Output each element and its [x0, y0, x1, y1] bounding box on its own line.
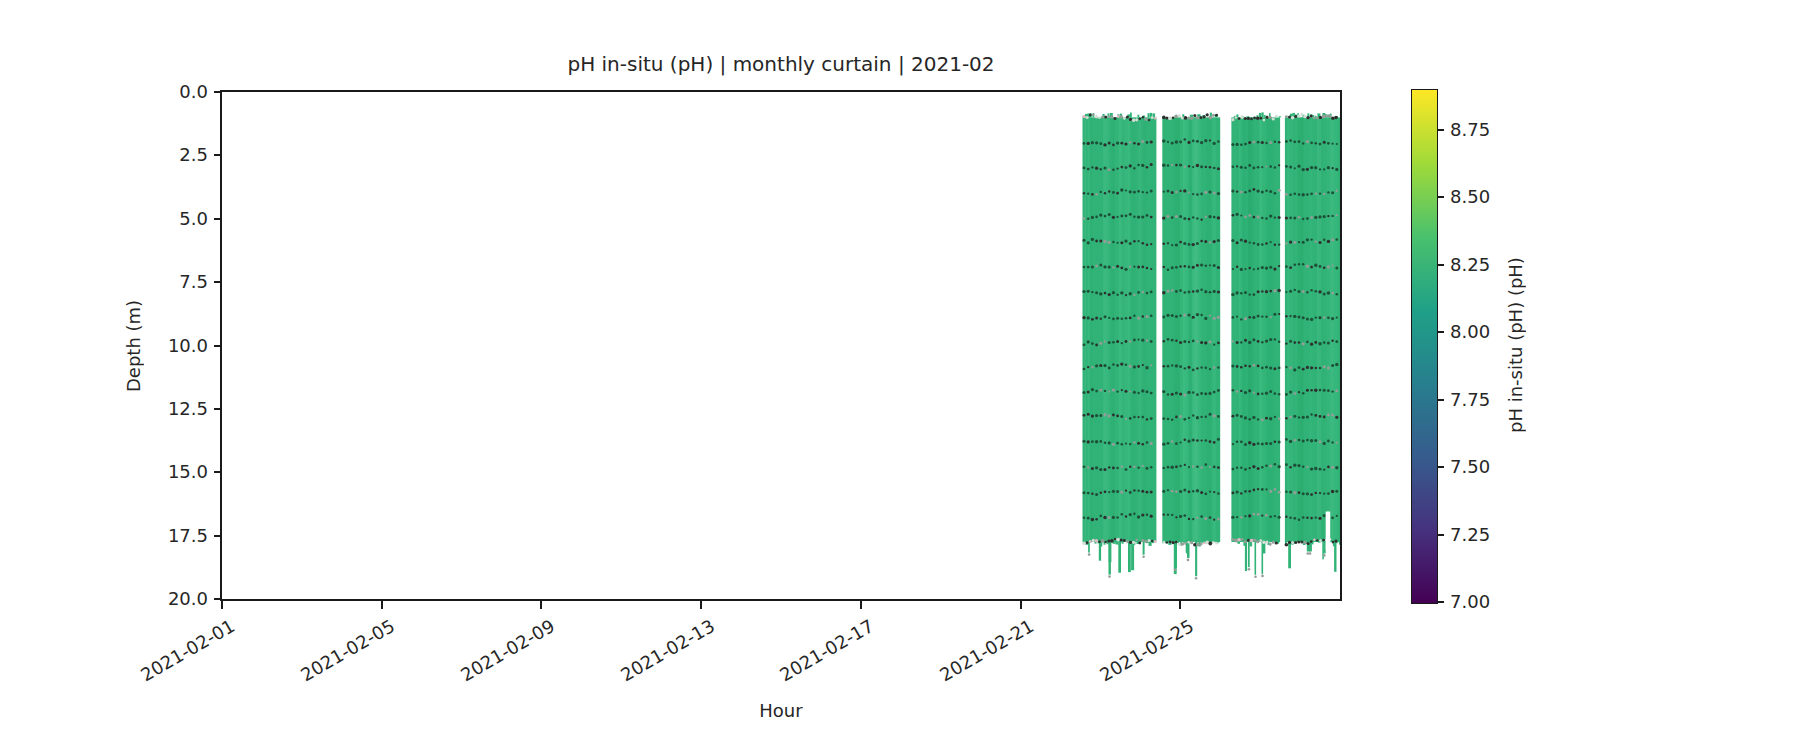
x-tick-label: 2021-02-17 — [776, 615, 877, 685]
x-axis-label: Hour — [222, 700, 1340, 721]
y-tick-mark — [214, 345, 222, 347]
colorbar-tick-label: 7.75 — [1450, 389, 1490, 410]
colorbar-tick-mark — [1438, 129, 1444, 131]
y-tick-mark — [214, 598, 222, 600]
y-tick-label: 5.0 — [179, 208, 208, 229]
y-axis-label: Depth (m) — [120, 92, 146, 599]
x-tick-label: 2021-02-13 — [617, 615, 718, 685]
x-tick-label: 2021-02-01 — [137, 615, 238, 685]
y-tick-label: 7.5 — [179, 271, 208, 292]
colorbar-tick-label: 8.00 — [1450, 321, 1490, 342]
x-tick-label: 2021-02-21 — [936, 615, 1037, 685]
colorbar-tick-mark — [1438, 399, 1444, 401]
y-tick-label: 15.0 — [168, 461, 208, 482]
x-tick-mark — [540, 601, 542, 609]
y-tick-mark — [214, 535, 222, 537]
x-tick-mark — [381, 601, 383, 609]
colorbar — [1411, 89, 1438, 604]
colorbar-tick-label: 8.25 — [1450, 254, 1490, 275]
y-tick-label: 12.5 — [168, 398, 208, 419]
colorbar-tick-mark — [1438, 601, 1444, 603]
y-tick-mark — [214, 471, 222, 473]
x-tick-label: 2021-02-05 — [297, 615, 398, 685]
x-tick-mark — [1020, 601, 1022, 609]
y-tick-mark — [214, 408, 222, 410]
y-tick-label: 0.0 — [179, 81, 208, 102]
y-tick-label: 17.5 — [168, 525, 208, 546]
colorbar-tick-label: 7.50 — [1450, 456, 1490, 477]
colorbar-tick-label: 7.00 — [1450, 591, 1490, 612]
y-tick-label: 10.0 — [168, 335, 208, 356]
chart-title: pH in-situ (pH) | monthly curtain | 2021… — [222, 52, 1340, 76]
colorbar-tick-mark — [1438, 264, 1444, 266]
x-tick-mark — [221, 601, 223, 609]
y-tick-mark — [214, 91, 222, 93]
colorbar-tick-label: 7.25 — [1450, 524, 1490, 545]
y-tick-label: 20.0 — [168, 588, 208, 609]
colorbar-tick-label: 8.50 — [1450, 186, 1490, 207]
x-tick-label: 2021-02-25 — [1096, 615, 1197, 685]
colorbar-tick-mark — [1438, 534, 1444, 536]
colorbar-tick-label: 8.75 — [1450, 119, 1490, 140]
x-tick-mark — [1179, 601, 1181, 609]
x-tick-label: 2021-02-09 — [457, 615, 558, 685]
colorbar-label: pH in-situ (pH) (pH) — [1502, 89, 1528, 602]
x-tick-mark — [700, 601, 702, 609]
colorbar-tick-mark — [1438, 466, 1444, 468]
curtain-heatmap — [222, 92, 1340, 599]
y-tick-label: 2.5 — [179, 144, 208, 165]
x-tick-mark — [860, 601, 862, 609]
y-tick-mark — [214, 281, 222, 283]
colorbar-tick-mark — [1438, 331, 1444, 333]
colorbar-tick-mark — [1438, 196, 1444, 198]
plot-area — [220, 90, 1342, 601]
y-tick-mark — [214, 218, 222, 220]
figure: pH in-situ (pH) | monthly curtain | 2021… — [0, 0, 1800, 750]
y-tick-mark — [214, 154, 222, 156]
